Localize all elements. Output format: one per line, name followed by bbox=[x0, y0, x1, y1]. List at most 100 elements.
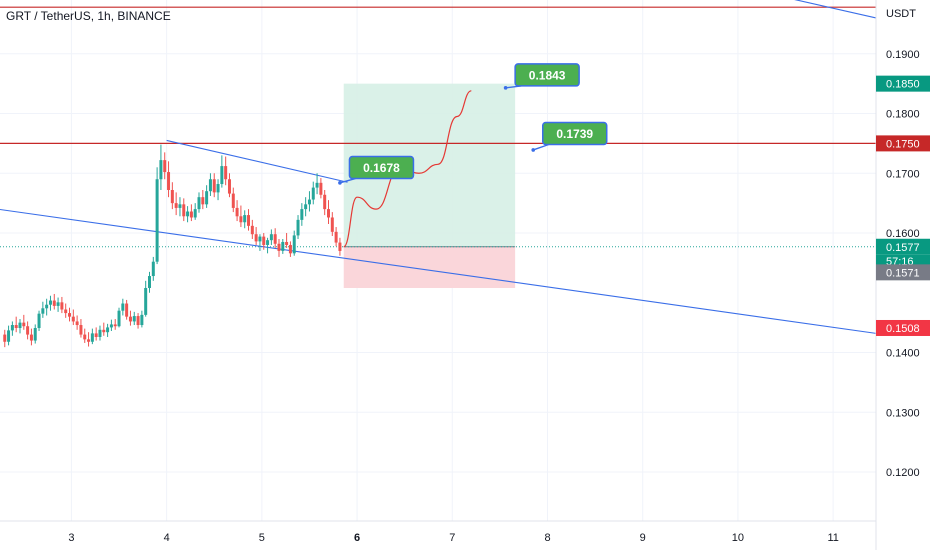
candle-body bbox=[201, 197, 205, 205]
candle-body bbox=[182, 204, 186, 217]
candle bbox=[48, 295, 52, 311]
candle-body bbox=[315, 182, 319, 188]
candle bbox=[224, 156, 228, 186]
candle-body bbox=[250, 225, 254, 235]
candle bbox=[174, 192, 178, 216]
time-tick-label: 11 bbox=[827, 532, 838, 544]
candle-body bbox=[307, 199, 311, 205]
price-callout[interactable]: 0.1678 bbox=[338, 155, 415, 185]
price-badge-label: 0.1571 bbox=[886, 267, 920, 279]
candle-body bbox=[239, 216, 243, 223]
candle bbox=[300, 203, 304, 226]
callout-tip bbox=[338, 181, 342, 185]
price-badge[interactable]: 0.1577 bbox=[876, 238, 930, 255]
candle-body bbox=[288, 244, 292, 254]
candle bbox=[22, 314, 26, 330]
candle bbox=[231, 187, 235, 213]
candle-body bbox=[231, 193, 235, 208]
candle-body bbox=[212, 179, 216, 193]
candle-body bbox=[208, 179, 212, 192]
candle-body bbox=[338, 242, 342, 251]
candle bbox=[227, 173, 231, 198]
candle bbox=[212, 173, 216, 198]
stop-zone[interactable] bbox=[343, 246, 516, 288]
price-tick-label: 0.1900 bbox=[886, 49, 920, 61]
candle bbox=[178, 197, 182, 217]
candle-body bbox=[262, 236, 266, 245]
candle-body bbox=[132, 316, 136, 322]
candle bbox=[79, 319, 83, 338]
candle-body bbox=[285, 241, 289, 245]
candle bbox=[136, 313, 140, 329]
candle bbox=[292, 230, 296, 256]
candle-body bbox=[113, 324, 117, 327]
candle-body bbox=[41, 308, 45, 314]
candle bbox=[258, 234, 262, 251]
candle-body bbox=[37, 313, 41, 329]
candle bbox=[334, 227, 338, 247]
candle-body bbox=[334, 231, 338, 243]
drawing-lines[interactable] bbox=[0, 0, 877, 334]
candle-body bbox=[304, 204, 308, 210]
candle bbox=[239, 205, 243, 228]
candle bbox=[94, 327, 98, 341]
price-axis[interactable]: USDT 0.1900 0.1800 0.1700 0.1600 0.1400 0.130… bbox=[875, 0, 932, 550]
candle-body bbox=[71, 316, 75, 322]
candle-body bbox=[163, 160, 167, 173]
long-position-tool[interactable] bbox=[343, 83, 516, 288]
price-callout[interactable]: 0.1739 bbox=[531, 121, 608, 152]
candle bbox=[319, 178, 323, 199]
price-tick-label: 0.1600 bbox=[886, 228, 920, 240]
candle bbox=[216, 179, 220, 201]
candle-body bbox=[48, 300, 52, 305]
candle-body bbox=[170, 189, 174, 204]
candle bbox=[68, 307, 72, 322]
candle-body bbox=[269, 234, 273, 241]
callout-box[interactable] bbox=[514, 63, 580, 87]
top-right-trend-line[interactable] bbox=[757, 0, 877, 19]
candle-body bbox=[224, 166, 228, 180]
price-badge[interactable]: 0.1571 bbox=[876, 264, 930, 281]
callout-box[interactable] bbox=[348, 155, 415, 180]
candle-body bbox=[193, 209, 197, 218]
callout-box[interactable] bbox=[541, 121, 608, 146]
candle-body bbox=[266, 240, 270, 245]
price-badge-label: 0.1508 bbox=[886, 323, 920, 335]
candle-body bbox=[64, 309, 68, 314]
time-axis[interactable]: 3 4 5 6 7 8 9 10 11 bbox=[0, 520, 876, 544]
price-badge[interactable]: 0.1750 bbox=[876, 135, 930, 152]
candle-body bbox=[98, 329, 102, 337]
candle-body bbox=[79, 325, 83, 335]
candle-body bbox=[94, 333, 98, 337]
candle bbox=[159, 144, 163, 190]
candle-body bbox=[7, 330, 11, 342]
candle-body bbox=[235, 207, 239, 217]
candle bbox=[26, 321, 30, 340]
candle-body bbox=[220, 166, 224, 185]
upper-channel-line[interactable] bbox=[166, 139, 348, 183]
candle bbox=[163, 152, 167, 180]
candle-body bbox=[45, 304, 49, 309]
price-tick-label: 0.1400 bbox=[886, 348, 920, 360]
candle-body bbox=[323, 194, 327, 210]
candle-body bbox=[83, 334, 87, 340]
price-callout[interactable]: 0.1843 bbox=[503, 63, 580, 90]
candle bbox=[125, 299, 129, 320]
price-badge[interactable]: 0.1508 bbox=[876, 319, 930, 336]
candle-body bbox=[178, 204, 182, 208]
candle bbox=[102, 322, 106, 336]
candle bbox=[201, 189, 205, 210]
candle bbox=[71, 309, 75, 326]
callout-label: 0.1843 bbox=[529, 68, 566, 82]
candle-body bbox=[296, 219, 300, 236]
price-badge[interactable]: 0.1850 bbox=[876, 75, 930, 92]
price-callouts[interactable]: 0.1678 0.1843 0.1739 bbox=[338, 63, 608, 185]
candle-body bbox=[102, 329, 106, 333]
candle-body bbox=[243, 215, 247, 223]
candle bbox=[64, 303, 68, 318]
lower-channel-line[interactable] bbox=[0, 206, 877, 334]
symbol-title[interactable]: GRT / TetherUS, 1h, BINANCE bbox=[6, 9, 171, 23]
price-tick-label: 0.1200 bbox=[886, 467, 920, 479]
candle bbox=[147, 271, 151, 293]
